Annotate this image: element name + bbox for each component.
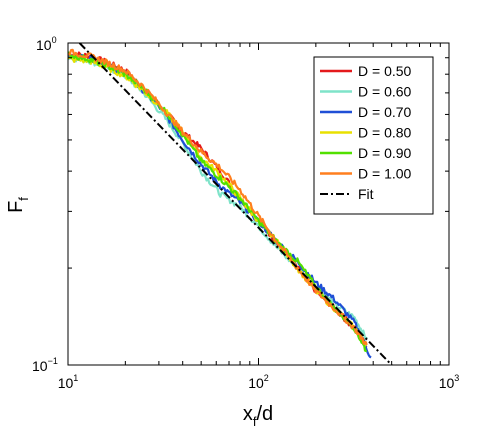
y-tick-label-0.1: 10−1	[32, 356, 58, 374]
x-tick-label-100: 102	[248, 373, 269, 391]
x-tick-label-10: 101	[58, 373, 79, 391]
y-axis-label: Ff	[5, 197, 31, 213]
legend-label: D = 0.50	[358, 63, 412, 79]
legend: D = 0.50 D = 0.60 D = 0.70 D = 0.80 D = 0.90…	[313, 56, 434, 215]
series-layer	[68, 43, 393, 365]
legend-label: Fit	[358, 186, 374, 202]
legend-label: D = 0.70	[358, 104, 412, 120]
legend-items: D = 0.50 D = 0.60 D = 0.70 D = 0.80 D = 0.90…	[320, 63, 412, 202]
y-tick-label-1: 100	[36, 35, 57, 53]
series-line-1.00	[68, 48, 368, 346]
legend-label: D = 0.80	[358, 125, 412, 141]
legend-box	[313, 56, 434, 215]
legend-label: D = 0.60	[358, 84, 412, 100]
ticks-layer	[67, 43, 449, 366]
legend-label: D = 0.90	[358, 145, 412, 161]
series-line-fit	[78, 43, 393, 365]
x-tick-label-1000: 103	[439, 373, 460, 391]
x-axis-label: xf/d	[243, 403, 273, 429]
legend-label: D = 1.00	[358, 166, 412, 182]
